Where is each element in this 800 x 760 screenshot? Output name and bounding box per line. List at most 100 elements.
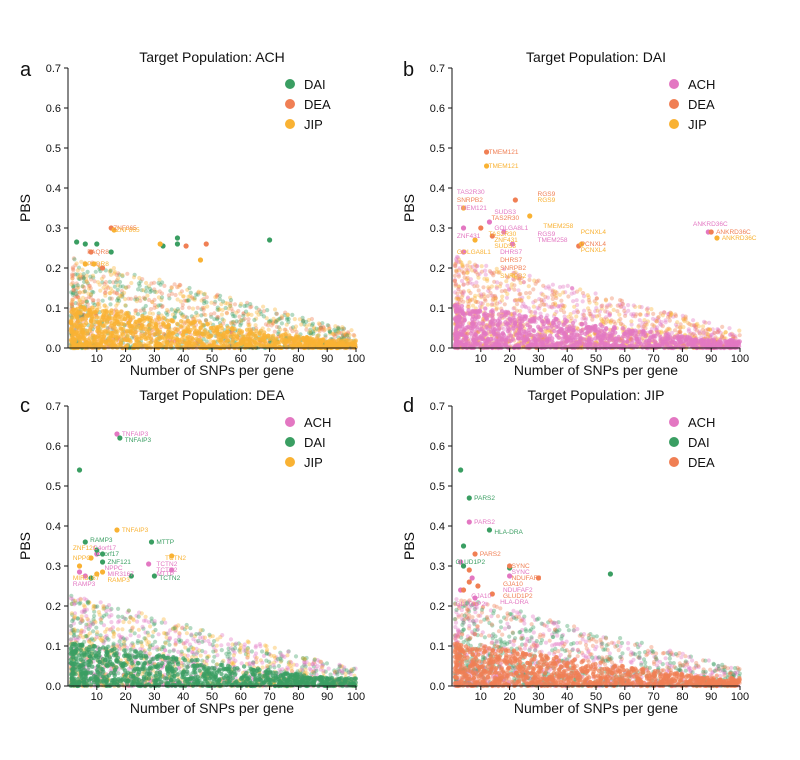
cloud-point bbox=[462, 275, 467, 280]
cloud-point bbox=[84, 331, 90, 336]
cloud-point bbox=[320, 321, 325, 326]
cloud-point bbox=[287, 333, 292, 338]
cloud-point bbox=[74, 261, 79, 266]
cloud-point bbox=[74, 330, 79, 335]
cloud-point bbox=[650, 338, 655, 343]
cloud-point bbox=[254, 310, 259, 315]
cloud-point bbox=[288, 326, 294, 331]
cloud-point bbox=[198, 325, 203, 330]
cloud-point bbox=[214, 293, 219, 298]
cloud-point bbox=[469, 328, 475, 333]
cloud-point bbox=[157, 316, 162, 322]
y-axis-label: PBS bbox=[401, 194, 417, 222]
cloud-point bbox=[141, 307, 147, 312]
cloud-point bbox=[81, 289, 86, 295]
cloud-point bbox=[497, 333, 502, 338]
cloud-point bbox=[282, 337, 287, 342]
data-point bbox=[157, 241, 163, 247]
cloud-point bbox=[265, 308, 270, 313]
gene-label: SNRPB2 bbox=[500, 265, 526, 272]
cloud-point bbox=[141, 306, 146, 311]
cloud-point bbox=[261, 304, 266, 309]
cloud-point bbox=[731, 333, 736, 338]
y-tick-label: 0.5 bbox=[430, 143, 445, 155]
cloud-point bbox=[176, 284, 181, 289]
cloud-point bbox=[142, 296, 147, 301]
cloud-point bbox=[634, 337, 639, 342]
cloud-point bbox=[465, 311, 471, 316]
cloud-point bbox=[121, 337, 126, 342]
cloud-point bbox=[123, 303, 128, 308]
cloud-point bbox=[270, 319, 275, 324]
cloud-point bbox=[88, 286, 93, 291]
gene-label: PAQR8 bbox=[87, 249, 109, 256]
cloud-point bbox=[108, 286, 113, 291]
cloud-point bbox=[109, 331, 114, 336]
cloud-point bbox=[217, 307, 222, 312]
y-tick-label: 0.0 bbox=[430, 343, 445, 355]
cloud-point bbox=[139, 330, 144, 335]
cloud-point bbox=[77, 274, 82, 279]
cloud-point bbox=[158, 329, 163, 335]
cloud-point bbox=[545, 320, 551, 325]
cloud-point bbox=[239, 318, 244, 323]
cloud-point bbox=[150, 300, 155, 305]
gene-label: SNRPB2 bbox=[500, 273, 526, 280]
cloud-point bbox=[503, 338, 509, 343]
cloud-point bbox=[100, 331, 105, 337]
cloud-point bbox=[109, 310, 114, 316]
cloud-point bbox=[166, 293, 171, 298]
cloud-point bbox=[632, 333, 637, 338]
cloud-point bbox=[479, 264, 484, 269]
cloud-point bbox=[308, 343, 314, 349]
cloud-point bbox=[84, 340, 90, 345]
cloud-point bbox=[272, 338, 277, 343]
cloud-point bbox=[89, 277, 94, 282]
cloud-point bbox=[271, 321, 276, 326]
cloud-point bbox=[621, 339, 626, 344]
cloud-point bbox=[90, 273, 96, 278]
gene-label: ZNF431 bbox=[457, 233, 481, 240]
cloud-point bbox=[460, 321, 465, 326]
cloud-point bbox=[160, 280, 165, 285]
cloud-point bbox=[516, 335, 521, 341]
cloud-point bbox=[75, 272, 80, 277]
cloud-point bbox=[453, 263, 458, 268]
cloud-point bbox=[133, 308, 138, 313]
cloud-point bbox=[667, 327, 672, 332]
cloud-point bbox=[255, 337, 261, 342]
cloud-point bbox=[267, 319, 272, 324]
cloud-point bbox=[70, 280, 75, 285]
legend-label: JIP bbox=[304, 117, 323, 132]
cloud-point bbox=[91, 336, 96, 342]
cloud-point bbox=[108, 268, 113, 273]
cloud-point bbox=[192, 325, 197, 331]
cloud-point bbox=[159, 291, 165, 296]
cloud-point bbox=[278, 327, 283, 332]
cloud-point bbox=[490, 302, 495, 307]
cloud-point bbox=[309, 332, 314, 337]
cloud-point bbox=[230, 311, 235, 317]
cloud-point bbox=[292, 317, 297, 322]
cloud-point bbox=[246, 317, 251, 322]
cloud-point bbox=[317, 322, 322, 327]
cloud-point bbox=[185, 287, 190, 292]
cloud-point bbox=[175, 297, 180, 302]
cloud-point bbox=[86, 283, 91, 288]
cloud-point bbox=[516, 288, 521, 293]
cloud-point bbox=[201, 312, 206, 317]
cloud-point bbox=[650, 316, 656, 321]
cloud-point bbox=[301, 318, 306, 323]
cloud-point bbox=[495, 280, 500, 285]
cloud-point bbox=[230, 309, 235, 314]
cloud-point bbox=[488, 290, 493, 296]
cloud-point bbox=[297, 336, 302, 341]
cloud-point bbox=[455, 323, 461, 329]
cloud-point bbox=[175, 321, 180, 327]
cloud-point bbox=[312, 328, 318, 333]
cloud-point bbox=[201, 297, 206, 302]
cloud-point bbox=[228, 301, 233, 306]
point-cloud bbox=[68, 256, 358, 351]
cloud-point bbox=[465, 281, 470, 286]
cloud-point bbox=[76, 301, 81, 306]
